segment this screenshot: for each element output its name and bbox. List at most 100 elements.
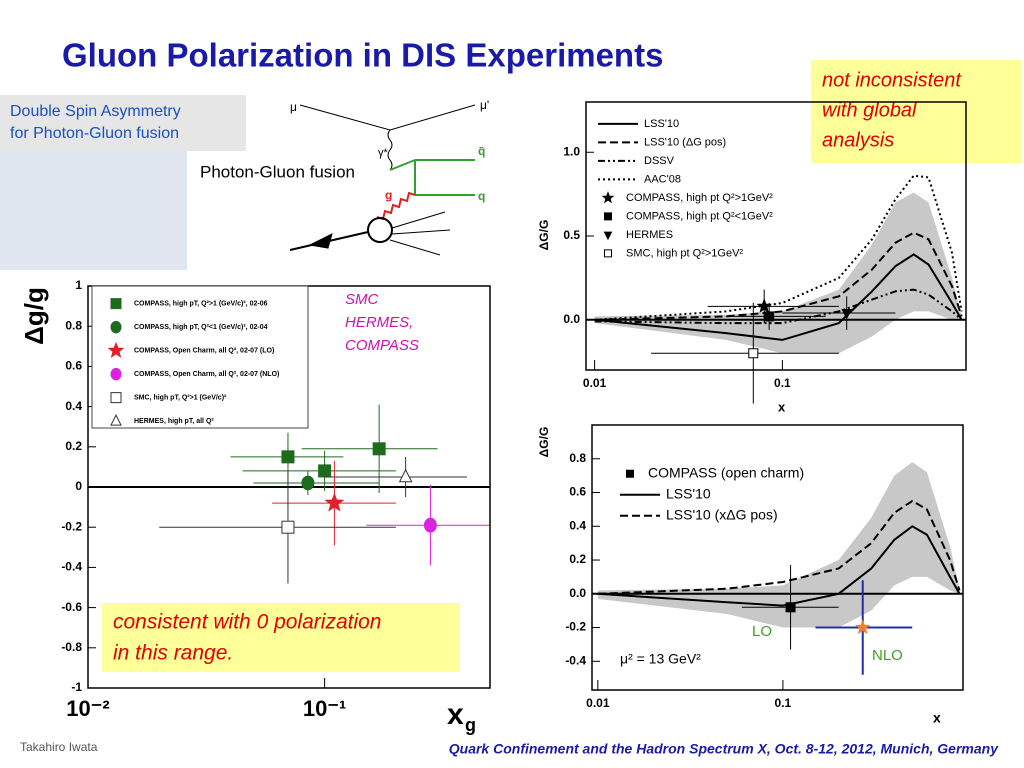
- x-tick-label: 0.1: [775, 696, 792, 710]
- y-axis-label: ΔG/G: [537, 427, 551, 458]
- curve: [594, 253, 963, 341]
- marker: [764, 311, 775, 322]
- x-axis-label: x: [933, 710, 941, 726]
- marker: [110, 320, 122, 334]
- x-axis-label-sub: g: [465, 715, 476, 735]
- overlay: consistent with 0 polarization in this r…: [102, 603, 460, 672]
- footer-author: Takahiro Iwata: [20, 740, 98, 754]
- y-tick-label: -0.8: [61, 640, 82, 654]
- y-tick-label: 0.2: [65, 439, 82, 453]
- legend-label: COMPASS, Open Charm, all Q², 02-07 (LO): [134, 347, 274, 354]
- chart: -0.4 -0.2 0.0 0.2 0.4 0.6 0.8 0.01 0.1 ΔG/G x COMPA…: [537, 424, 964, 726]
- x-tick-label: 0.01: [586, 696, 610, 710]
- annotation: COMPASS: [345, 337, 419, 354]
- line: [389, 104, 476, 131]
- legend-label: HERMES: [626, 229, 673, 241]
- charts: -1 -0.8 -0.6 -0.4 -0.2 0 0.2 0.4 0.6 0.8 1 10⁻² 10⁻¹…: [19, 101, 967, 735]
- legend-label: COMPASS, high pt Q²<1GeV²: [626, 210, 773, 222]
- legend-label: COMPASS, high pT, Q²<1 (GeV/c)², 02-04: [134, 324, 268, 331]
- y-tick-label: -1: [71, 680, 82, 694]
- y-tick-label: 0: [75, 479, 82, 493]
- note: with global: [822, 99, 917, 121]
- y-tick-label: -0.2: [565, 620, 586, 634]
- x-tick-label: 0.1: [774, 376, 791, 390]
- diagram-caption: Photon-Gluon fusion: [200, 162, 355, 181]
- diagram-label: μ: [290, 100, 297, 114]
- y-axis-label: Δg/g: [19, 287, 49, 345]
- feynman-diagram: [289, 104, 476, 256]
- y-tick-label: 0.0: [569, 586, 586, 600]
- subtitle-box: [0, 95, 246, 151]
- y-tick-label: 0.6: [65, 359, 82, 373]
- panel: [0, 150, 187, 272]
- marker: [324, 492, 345, 512]
- marker: [626, 469, 634, 478]
- marker: [748, 348, 759, 359]
- annotation: μ² = 13 GeV²: [620, 651, 701, 667]
- chart: 0.0 0.5 1.0 0.01 0.1 ΔG/G x LSS'10 LSS'10 (ΔG po…: [537, 101, 967, 414]
- diagram-label: γ*: [378, 147, 389, 159]
- legend-label: SMC, high pt Q²>1GeV²: [626, 247, 743, 259]
- marker: [281, 450, 295, 464]
- legend-label: LSS'10 (xΔG pos): [666, 506, 778, 522]
- annotation: SMC: [345, 291, 379, 308]
- error-band: [597, 462, 960, 628]
- marker: [110, 298, 122, 310]
- legend-label: LSS'10 (ΔG pos): [644, 136, 726, 148]
- y-tick-label: 0.6: [569, 485, 586, 499]
- subtitle: Double Spin Asymmetry: [10, 103, 181, 120]
- note: consistent with 0 polarization: [113, 611, 381, 634]
- line: [299, 104, 391, 131]
- marker: [604, 212, 612, 221]
- annotation: LO: [752, 623, 772, 640]
- legend-label: DSSV: [644, 155, 675, 167]
- y-tick-label: 0.8: [65, 318, 82, 332]
- y-tick-label: 1.0: [563, 144, 580, 158]
- note: not inconsistent: [822, 69, 962, 91]
- gluon: [376, 191, 416, 221]
- marker: [107, 341, 125, 358]
- note: in this range.: [113, 642, 233, 665]
- note-box: [102, 603, 460, 672]
- x-axis-label: x: [778, 399, 786, 414]
- marker: [423, 517, 437, 533]
- diagram-label: q̄: [478, 144, 485, 158]
- y-tick-label: -0.2: [61, 519, 82, 533]
- legend-label: COMPASS, high pt Q²>1GeV²: [626, 192, 773, 204]
- line: [391, 211, 446, 229]
- y-tick-label: 0.8: [569, 451, 586, 465]
- x-tick-label: 10⁻¹: [303, 696, 346, 721]
- marker: [110, 367, 122, 381]
- marker: [398, 468, 413, 483]
- y-tick-label: 1: [75, 278, 82, 292]
- x-axis-label: x: [447, 698, 464, 731]
- curve: [594, 231, 963, 321]
- legend-label: COMPASS, high pT, Q²>1 (GeV/c)², 02-06: [134, 300, 268, 307]
- diagram-label: μ': [480, 98, 489, 112]
- x-tick-label: 0.01: [583, 376, 607, 390]
- diagram-label: q: [478, 189, 485, 203]
- legend-label: COMPASS, Open Charm, all Q², 02-07 (NLO): [134, 371, 279, 378]
- marker: [372, 442, 386, 456]
- y-tick-label: 0.0: [563, 312, 580, 326]
- note: analysis: [822, 129, 894, 151]
- annotation: HERMES,: [345, 314, 413, 331]
- diagram-label: g: [385, 188, 392, 202]
- curve: [594, 174, 963, 321]
- marker: [854, 619, 871, 635]
- note-box: [811, 60, 1022, 163]
- marker: [604, 249, 612, 258]
- y-axis-label: ΔG/G: [537, 220, 551, 251]
- x-tick-label: 10⁻²: [66, 696, 109, 721]
- arrow: [308, 233, 333, 249]
- line: [391, 229, 451, 235]
- y-tick-label: 0.4: [65, 399, 82, 413]
- marker: [603, 231, 613, 241]
- marker: [841, 308, 853, 320]
- quark-line: [389, 159, 416, 171]
- marker: [110, 414, 122, 426]
- marker: [318, 464, 332, 478]
- annotation: NLO: [872, 647, 903, 664]
- legend-label: LSS'10: [644, 118, 679, 130]
